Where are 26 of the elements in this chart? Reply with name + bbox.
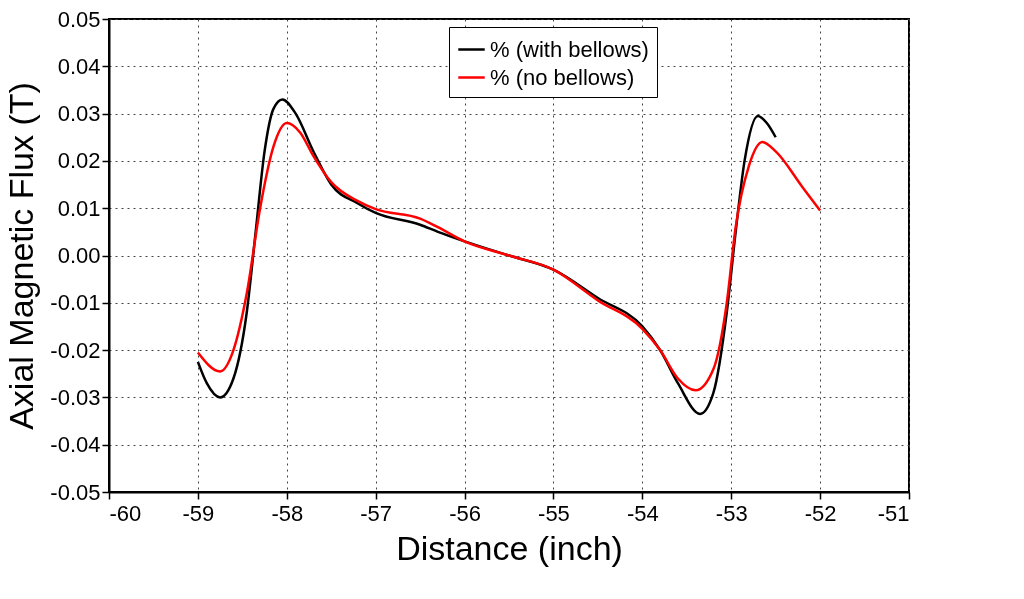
x-tick-label: -54: [626, 500, 659, 526]
y-tick-label: -0.01: [50, 290, 101, 316]
y-tick-label: -0.03: [50, 384, 101, 410]
x-axis-title: Distance (inch): [396, 528, 623, 567]
x-tick-label: -58: [271, 500, 304, 526]
y-axis-title: Axial Magnetic Flux (T): [2, 82, 41, 430]
x-tick-label: -51: [877, 500, 910, 526]
x-tick-label: -53: [715, 500, 748, 526]
x-tick-label: -57: [360, 500, 393, 526]
x-tick-label: -60: [109, 500, 142, 526]
y-tick-label: 0.04: [57, 53, 101, 79]
legend-label: % (no bellows): [490, 64, 635, 90]
y-tick-label: 0.05: [57, 6, 101, 32]
legend-label: % (with bellows): [490, 36, 649, 62]
x-tick-label: -52: [804, 500, 837, 526]
y-tick-label: 0.02: [57, 148, 101, 174]
y-tick-label: -0.04: [50, 432, 101, 458]
y-tick-label: -0.02: [50, 337, 101, 363]
x-tick-label: -56: [449, 500, 481, 526]
x-tick-label: -55: [538, 500, 570, 526]
y-tick-label: -0.05: [50, 479, 101, 505]
y-tick-label: 0.03: [57, 101, 101, 127]
y-tick-label: 0.00: [57, 243, 101, 268]
y-tick-label: 0.01: [57, 195, 101, 221]
line-series: [196, 121, 822, 392]
x-tick-label: -59: [182, 500, 215, 526]
